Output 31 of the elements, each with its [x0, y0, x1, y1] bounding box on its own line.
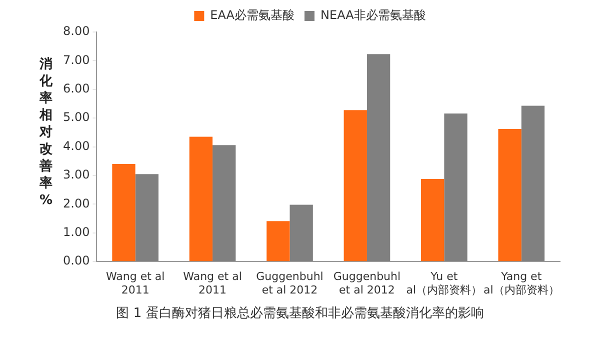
y-tick-label: 7.00 — [63, 52, 90, 67]
x-tick-label: Guggenbuhl et al 2012 — [333, 270, 401, 296]
y-tick-label: 8.00 — [63, 24, 90, 38]
bar — [212, 145, 236, 262]
bar — [266, 221, 290, 262]
text: 消化率相对改善率% — [39, 57, 53, 208]
x-tick-label: Wang et al 2011 — [106, 270, 165, 296]
bar — [344, 110, 367, 262]
bar — [444, 114, 468, 262]
y-tick-label: 5.00 — [63, 110, 90, 124]
y-tick-label: 3.00 — [63, 168, 90, 182]
legend-label: NEAA非必需氨基酸 — [320, 8, 426, 22]
bar — [366, 54, 390, 262]
y-tick-label: 4.00 — [63, 138, 90, 153]
bar — [421, 178, 444, 262]
y-tick-label: 1.00 — [63, 225, 90, 240]
x-tick-label: Yang et al（内部资料） — [483, 270, 560, 296]
bar — [135, 174, 158, 262]
bar — [290, 204, 313, 262]
x-tick-label: Wang et al 2011 — [183, 270, 242, 296]
bar — [112, 164, 136, 262]
y-tick-label: 2.00 — [63, 196, 90, 210]
legend-label: EAA必需氨基酸 — [210, 8, 295, 22]
y-tick-label: 6.00 — [63, 82, 90, 96]
caption: 图 1 蛋白酶对猪日粮总必需氨基酸和非必需氨基酸消化率的影响 — [115, 305, 485, 322]
bar — [189, 136, 213, 262]
bar — [498, 129, 522, 262]
bar — [521, 106, 545, 262]
x-tick-label: Yu et al（内部资料） — [406, 270, 482, 296]
y-tick-label: 0.00 — [63, 254, 90, 268]
x-tick-label: Guggenbuhl et al 2012 — [256, 270, 324, 296]
